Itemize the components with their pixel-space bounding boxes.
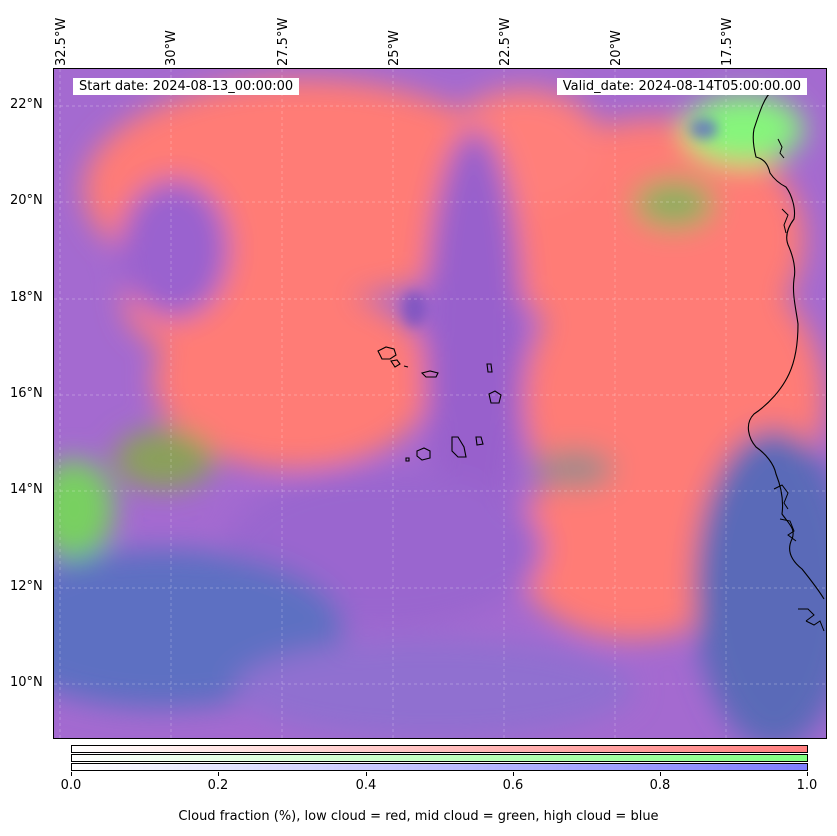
colorbar-tick-1.0: 1.0 [796,778,818,793]
coast-segment [779,518,797,542]
colorbar-mid-cloud [71,754,808,762]
africa-coastline [747,90,825,600]
coast-segment [781,208,789,234]
lon-label-30w: 30°W [164,30,179,66]
colorbar-tick-0.2: 0.2 [207,778,229,793]
colorbar-tick-0.8: 0.8 [649,778,671,793]
lon-label-17.5w: 17.5°W [720,17,735,66]
lat-label-18n: 18°N [10,290,43,305]
start-date-label: Start date: 2024-08-13_00:00:00 [73,78,300,95]
lon-label-25w: 25°W [387,30,402,66]
colorbar-tick-0.6: 0.6 [502,778,524,793]
lat-label-16n: 16°N [10,386,43,401]
colorbar-label: Cloud fraction (%), low cloud = red, mid… [178,809,659,824]
valid-date-label: Valid_date: 2024-08-14T05:00:00.00 [556,78,807,95]
colorbar-tickmark [366,772,367,776]
lon-label-32.5w: 32.5°W [54,17,69,66]
cloud-fraction-field [54,69,826,738]
map-panel [53,68,827,739]
lat-label-22n: 22°N [10,97,43,112]
lon-label-22.5w: 22.5°W [498,17,513,66]
lat-label-14n: 14°N [10,482,43,497]
lat-label-12n: 12°N [10,579,43,594]
lat-label-10n: 10°N [10,675,43,690]
coast-segment [777,138,785,159]
colorbar-tickmark [513,772,514,776]
cape-verde-islands [377,346,502,462]
coast-segment [798,608,825,632]
colorbar-low-cloud [71,745,808,753]
coast-segment [773,484,789,510]
lon-label-27.5w: 27.5°W [276,17,291,66]
lat-label-20n: 20°N [10,193,43,208]
colorbar-tickmark [218,772,219,776]
lon-label-20w: 20°W [609,30,624,66]
colorbar-tick-0.4: 0.4 [355,778,377,793]
colorbar [71,745,808,772]
colorbar-tickmark [807,772,808,776]
colorbar-tickmark [660,772,661,776]
colorbar-high-cloud [71,763,808,771]
colorbar-tick-0: 0.0 [60,778,82,793]
colorbar-tickmark [71,772,72,776]
